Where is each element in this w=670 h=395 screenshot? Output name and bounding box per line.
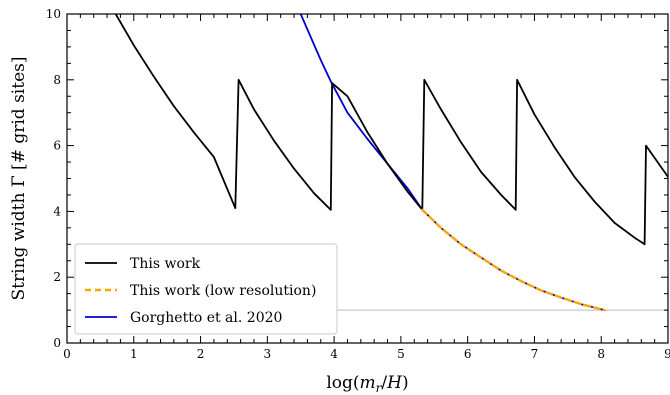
x-tick-label: 8 [597, 347, 605, 361]
legend-label: This work [130, 256, 201, 272]
x-tick-label: 4 [330, 347, 338, 361]
y-tick-label: 6 [53, 139, 61, 153]
x-tick-label: 1 [130, 347, 138, 361]
y-tick-label: 8 [53, 73, 61, 87]
series-line-2 [299, 14, 606, 312]
x-tick-label: 6 [464, 347, 472, 361]
x-tick-label: 3 [264, 347, 272, 361]
x-tick-label: 9 [664, 347, 670, 361]
y-tick-label: 0 [53, 336, 61, 350]
x-tick-label: 7 [531, 347, 539, 361]
y-tick-label: 10 [46, 7, 61, 21]
axes: 0 1 2 3 4 5 6 7 8 9 0 2 4 6 8 10 log(mr/H) String width Γ… [9, 7, 670, 395]
x-axis-label: log(mr/H) [326, 373, 408, 395]
legend-label: This work (low resolution) [130, 283, 316, 299]
y-axis-label: String width Γ [# grid sites] [9, 57, 29, 301]
legend-label: Gorghetto et al. 2020 [130, 310, 282, 326]
x-tick-label: 2 [197, 347, 205, 361]
x-tick-label: 0 [63, 347, 71, 361]
y-tick-label: 4 [53, 204, 61, 218]
legend: This work This work (low resolution) Gorgh… [74, 243, 338, 335]
plot-area [114, 14, 668, 312]
plot-clip-group [114, 14, 668, 312]
legend-box [74, 243, 338, 335]
series-line-1 [421, 208, 606, 312]
series-line-0 [114, 14, 668, 246]
y-tick-label: 2 [53, 270, 61, 284]
x-tick-label: 5 [397, 347, 405, 361]
